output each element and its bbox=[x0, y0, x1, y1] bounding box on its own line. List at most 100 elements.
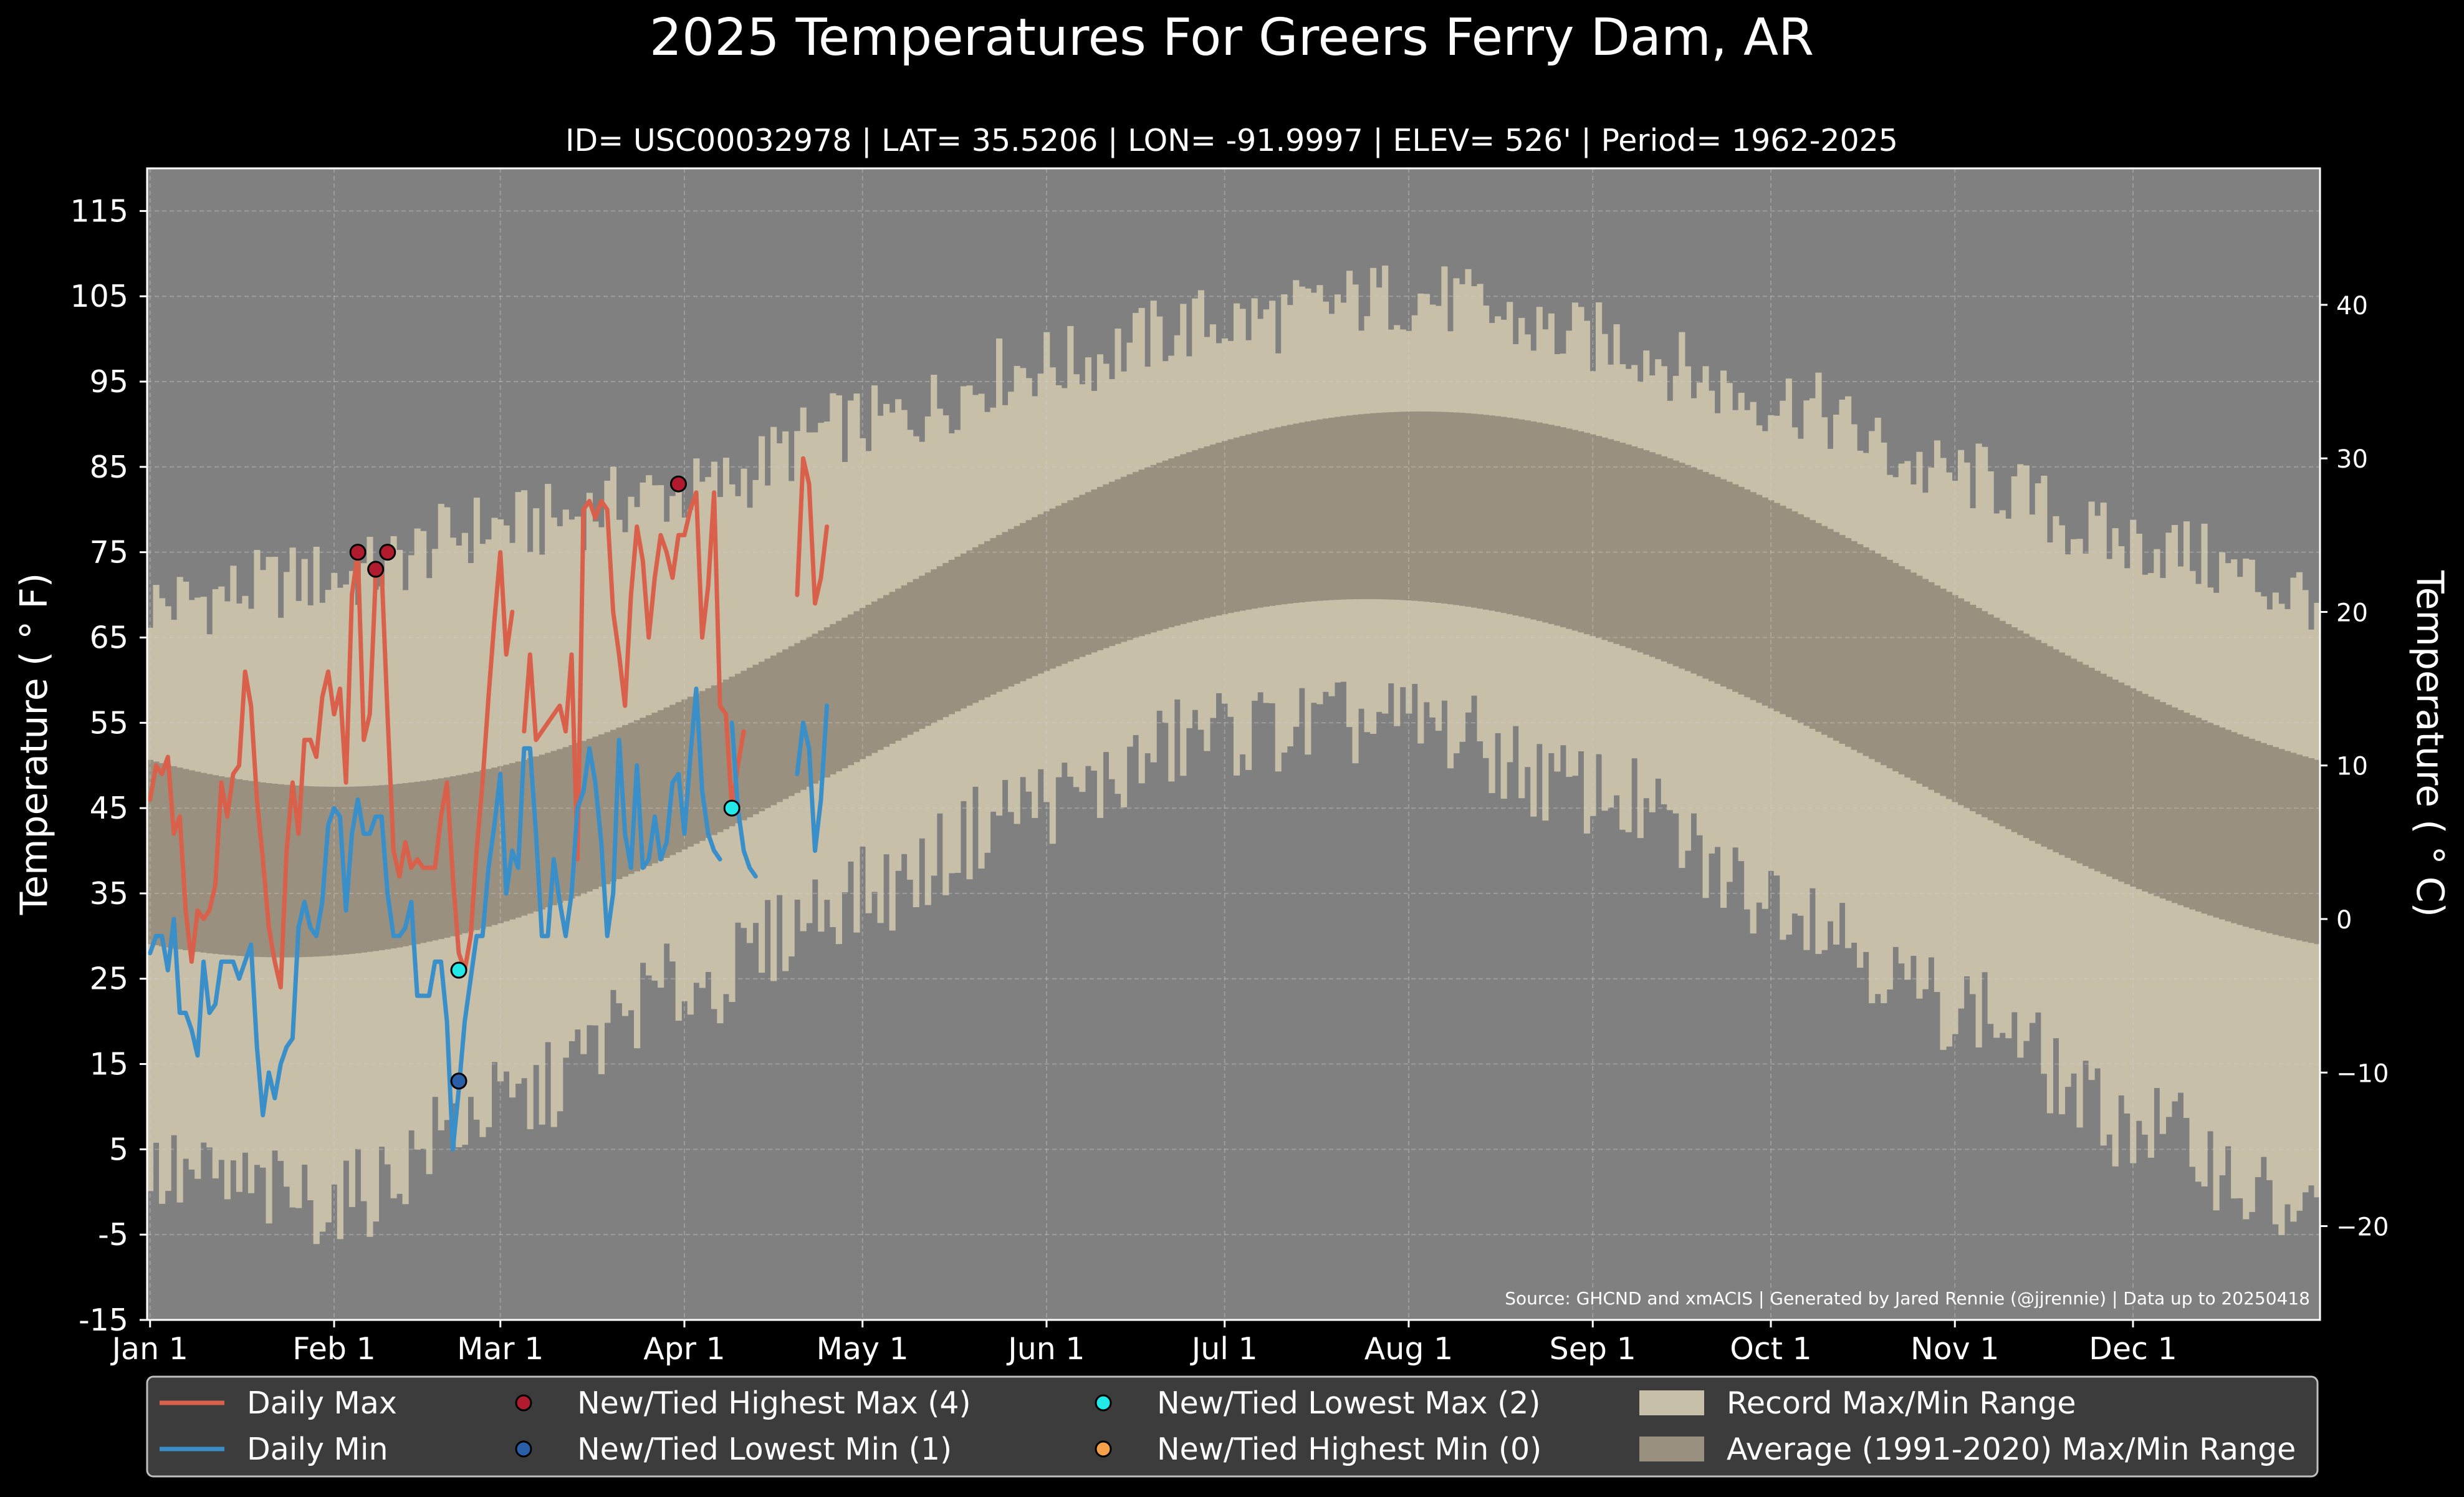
normal-range-bar bbox=[972, 547, 979, 703]
normal-range-bar bbox=[2183, 713, 2190, 908]
normal-range-bar bbox=[1970, 604, 1977, 812]
normal-range-bar bbox=[2231, 732, 2238, 923]
normal-range-bar bbox=[2112, 680, 2119, 880]
marker-highest-max bbox=[367, 561, 385, 578]
normal-range-bar bbox=[1815, 522, 1822, 732]
normal-range-bar bbox=[1477, 414, 1484, 609]
normal-range-bar bbox=[978, 544, 985, 700]
normal-range-bar bbox=[1773, 503, 1780, 711]
series-line-segment bbox=[795, 703, 830, 853]
normal-range-bar bbox=[2314, 759, 2320, 945]
normal-range-bar bbox=[759, 662, 765, 812]
x-tick-label: Sep 1 bbox=[1550, 1331, 1636, 1367]
normal-range-bar bbox=[307, 786, 314, 957]
normal-range-bar bbox=[1560, 427, 1566, 628]
normal-range-bar bbox=[1399, 412, 1406, 600]
normal-range-bar bbox=[1079, 494, 1086, 657]
normal-range-bar bbox=[1032, 517, 1038, 676]
normal-range-bar bbox=[1376, 413, 1383, 600]
normal-range-bar bbox=[2278, 749, 2285, 936]
normal-range-bar bbox=[835, 620, 842, 772]
x-tick-label: Jul 1 bbox=[1190, 1331, 1258, 1367]
y-tick-label: 35 bbox=[90, 876, 128, 912]
normal-range-bar bbox=[2053, 649, 2059, 852]
normal-range-bar bbox=[1708, 474, 1715, 681]
normal-range-bar bbox=[2266, 744, 2273, 933]
normal-range-bar bbox=[1999, 620, 2006, 827]
y2-axis-label: Temperature ( ° C) bbox=[2408, 570, 2452, 917]
normal-range-bar bbox=[919, 575, 926, 729]
normal-range-bar bbox=[1839, 535, 1846, 744]
normal-range-bar bbox=[2017, 630, 2024, 835]
normal-range-bar bbox=[527, 758, 534, 914]
normal-range-bar bbox=[931, 569, 937, 723]
normal-range-bar bbox=[1684, 465, 1691, 671]
normal-range-bar bbox=[254, 781, 261, 957]
normal-range-bar bbox=[1115, 479, 1121, 644]
series-line-segment bbox=[795, 456, 830, 606]
normal-range-bar bbox=[788, 646, 795, 796]
series-line-segment bbox=[522, 490, 746, 862]
normal-range-bar bbox=[1091, 489, 1098, 653]
normal-range-bar bbox=[1631, 446, 1638, 650]
normal-range-bar bbox=[183, 769, 189, 951]
normal-range-bar bbox=[2094, 670, 2101, 872]
normal-range-bar bbox=[206, 774, 213, 953]
normal-range-bar bbox=[1982, 611, 1988, 817]
plot-frame bbox=[146, 167, 2321, 1321]
normal-range-bar bbox=[1352, 415, 1359, 600]
normal-range-bar bbox=[1103, 484, 1110, 648]
normal-range-bar bbox=[883, 595, 890, 747]
normal-range-bar bbox=[1608, 439, 1614, 642]
normal-range-bar bbox=[1488, 415, 1495, 611]
normal-range-bar bbox=[586, 738, 593, 892]
normal-range-bar bbox=[1601, 437, 1608, 640]
normal-range-bar bbox=[877, 598, 884, 750]
normal-range-bar bbox=[1672, 460, 1679, 667]
normal-range-bar bbox=[2023, 633, 2030, 839]
normal-range-bar bbox=[557, 749, 563, 903]
normal-range-bar bbox=[176, 768, 183, 950]
y-tick-label: 95 bbox=[90, 364, 128, 400]
normal-range-bar bbox=[1524, 420, 1531, 619]
normal-range-bar bbox=[2219, 727, 2226, 920]
normal-range-bar bbox=[1411, 411, 1418, 601]
normal-range-bar bbox=[230, 778, 237, 956]
legend-label: Record Max/Min Range bbox=[1727, 1385, 2076, 1421]
normal-range-bar bbox=[188, 770, 195, 951]
normal-range-bar bbox=[1346, 415, 1353, 600]
normal-range-bar bbox=[776, 652, 783, 802]
normal-range-bar bbox=[913, 579, 919, 732]
normal-range-bar bbox=[1150, 465, 1157, 633]
y-tick-label: 55 bbox=[90, 705, 128, 741]
y-tick-label: 75 bbox=[90, 535, 128, 570]
normal-range-bar bbox=[236, 779, 242, 956]
normal-range-bar bbox=[1423, 411, 1430, 602]
normal-range-bar bbox=[2189, 715, 2196, 910]
normal-range-bar bbox=[865, 604, 872, 756]
normal-range-bar bbox=[1690, 467, 1697, 674]
normal-range-bar bbox=[1186, 452, 1192, 623]
normal-range-bar bbox=[2076, 662, 2083, 864]
normal-range-bar bbox=[491, 768, 498, 925]
normal-range-bar bbox=[1720, 479, 1727, 687]
marker-highest-max bbox=[379, 544, 396, 561]
normal-range-bar bbox=[1554, 426, 1561, 626]
y2-tick-label: −20 bbox=[2336, 1213, 2389, 1242]
normal-range-bar bbox=[1898, 566, 1905, 775]
normal-range-bar bbox=[1679, 463, 1685, 669]
normal-range-bar bbox=[266, 783, 272, 958]
normal-range-bar bbox=[1714, 476, 1721, 684]
series-line-segment bbox=[148, 550, 515, 989]
normal-range-bar bbox=[1470, 413, 1478, 608]
normal-range-bar bbox=[2136, 691, 2142, 889]
normal-range-bar bbox=[1441, 412, 1448, 604]
normal-range-bar bbox=[218, 776, 225, 955]
normal-range-bar bbox=[948, 559, 955, 715]
normal-range-bar bbox=[847, 614, 855, 766]
chart-subtitle: ID= USC00032978 | LAT= 35.5206 | LON= -9… bbox=[565, 123, 1898, 158]
normal-range-bar bbox=[1049, 508, 1056, 669]
normal-range-bar bbox=[2147, 696, 2154, 894]
normal-range-bar bbox=[539, 754, 545, 910]
normal-range-bar bbox=[1928, 582, 1935, 790]
